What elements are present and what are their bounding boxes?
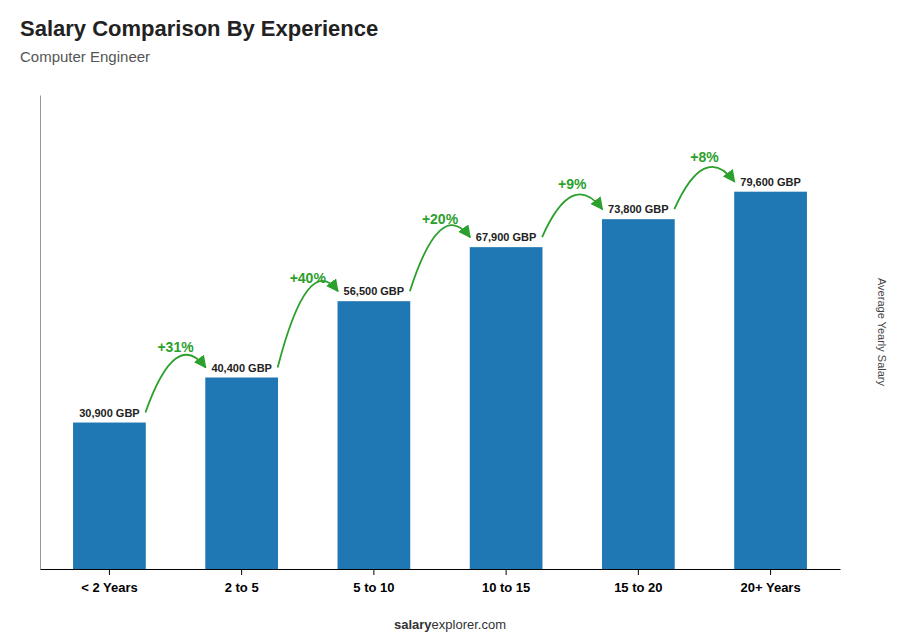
x-tick-mark xyxy=(373,569,374,575)
value-label: 67,900 GBP xyxy=(476,231,537,243)
x-tick: 2 to 5 xyxy=(225,569,259,595)
x-tick: 5 to 10 xyxy=(353,569,394,595)
change-arrow xyxy=(674,167,734,209)
x-tick: 10 to 15 xyxy=(482,569,530,595)
value-label: 73,800 GBP xyxy=(608,203,669,215)
x-tick-label: < 2 Years xyxy=(81,580,138,595)
x-tick-label: 15 to 20 xyxy=(614,580,662,595)
x-tick: 15 to 20 xyxy=(614,569,662,595)
change-label: +9% xyxy=(558,176,587,192)
bar xyxy=(338,301,411,569)
change-label: +8% xyxy=(690,149,719,165)
y-axis-label: Average Yearly Salary xyxy=(876,278,888,387)
value-label: 56,500 GBP xyxy=(344,285,405,297)
x-tick-label: 10 to 15 xyxy=(482,580,530,595)
footer-part: explorer.com xyxy=(432,617,506,632)
x-tick: 20+ Years xyxy=(741,569,801,595)
bar xyxy=(470,247,543,569)
x-tick-mark xyxy=(770,569,771,575)
x-tick: < 2 Years xyxy=(81,569,138,595)
value-label: 40,400 GBP xyxy=(211,362,272,374)
change-label: +20% xyxy=(422,211,459,227)
x-tick-mark xyxy=(506,569,507,575)
change-arrow xyxy=(145,355,205,413)
x-axis: < 2 Years 2 to 5 5 to 10 10 to 15 15 to 20 20… xyxy=(41,569,841,595)
value-label: 30,900 GBP xyxy=(79,407,140,419)
change-label: +40% xyxy=(290,270,327,286)
change-arrow xyxy=(410,225,470,291)
chart: Salary Comparison By Experience Computer … xyxy=(0,0,900,641)
footer-part: salary xyxy=(394,617,432,632)
change-arrow xyxy=(542,194,602,237)
change-label: +31% xyxy=(157,339,194,355)
x-tick-label: 20+ Years xyxy=(741,580,801,595)
y-axis xyxy=(40,96,41,570)
plot: < 2 Years 2 to 5 5 to 10 10 to 15 15 to 20 20… xyxy=(41,96,841,596)
subtitle: Computer Engineer xyxy=(20,48,150,65)
x-axis-line xyxy=(41,569,841,570)
value-label: 79,600 GBP xyxy=(740,176,801,188)
y-axis-line xyxy=(40,96,41,570)
change-arrow xyxy=(278,281,338,368)
x-tick-mark xyxy=(638,569,639,575)
x-tick-label: 2 to 5 xyxy=(225,580,259,595)
footer: salaryexplorer.com xyxy=(394,617,506,632)
x-tick-label: 5 to 10 xyxy=(353,580,394,595)
bar xyxy=(602,219,675,569)
x-tick-mark xyxy=(109,569,110,575)
bars xyxy=(73,192,807,569)
title: Salary Comparison By Experience xyxy=(20,16,378,41)
bar xyxy=(734,192,807,569)
change-annotations: +31% +40% +20% +9% +8% xyxy=(145,149,734,413)
x-tick-mark xyxy=(241,569,242,575)
bar xyxy=(73,423,146,569)
bar xyxy=(205,378,278,569)
labels: 30,900 GBP 40,400 GBP 56,500 GBP 67,900 GBP… xyxy=(79,176,801,419)
